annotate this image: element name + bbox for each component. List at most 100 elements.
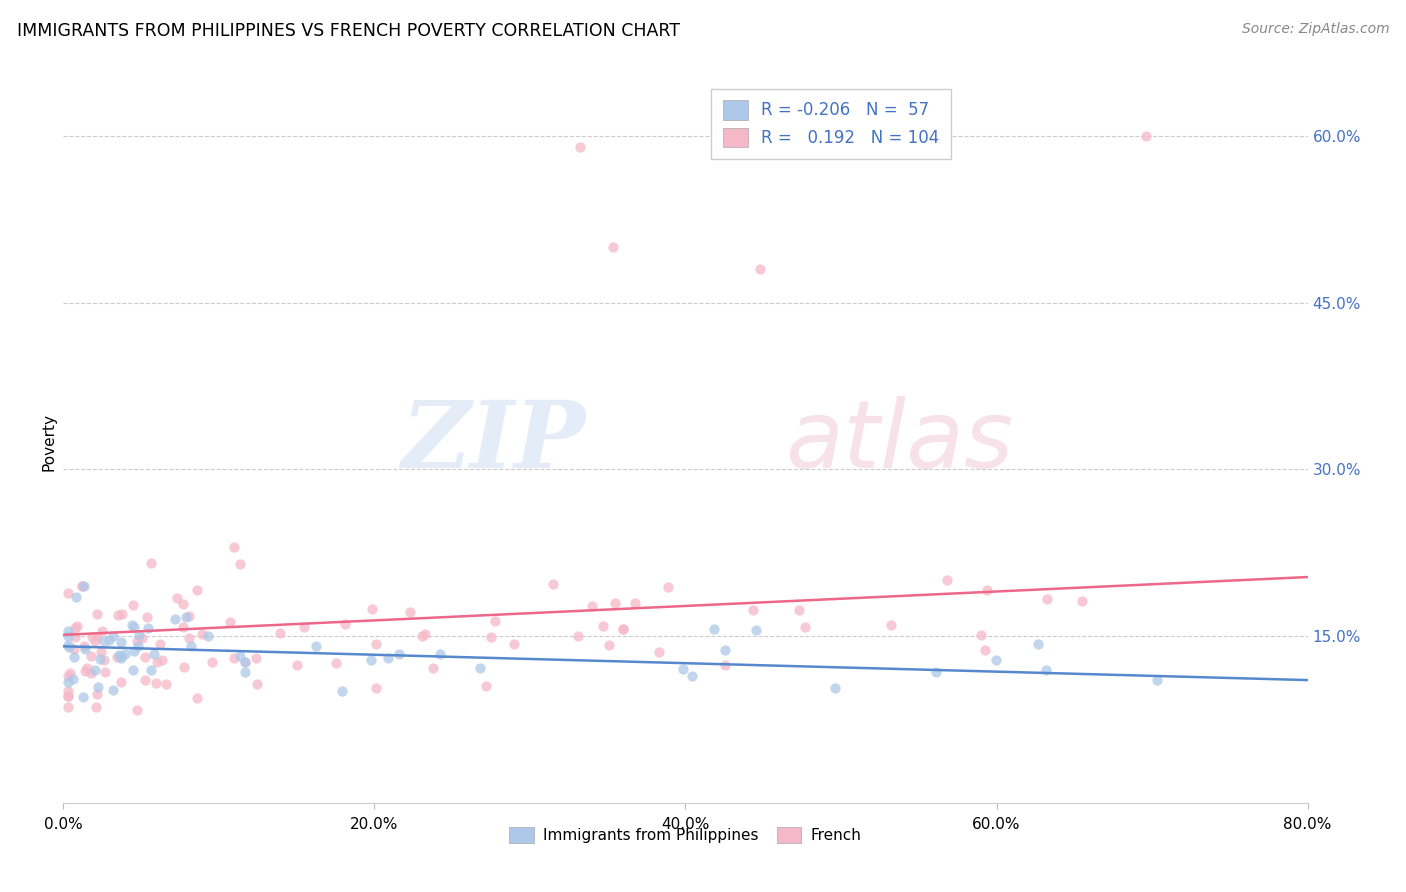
- Point: [76, 661, 98, 675]
- Point: [970, 628, 993, 642]
- Point: [138, 621, 160, 635]
- Point: [503, 637, 526, 651]
- Point: [91, 624, 114, 638]
- Point: [360, 653, 382, 667]
- Point: [681, 669, 703, 683]
- Point: [411, 629, 433, 643]
- Point: [333, 616, 356, 631]
- Point: [935, 573, 957, 587]
- Point: [80, 648, 103, 663]
- Point: [63, 622, 86, 636]
- Point: [89, 652, 111, 666]
- Point: [56, 629, 79, 643]
- Point: [713, 643, 735, 657]
- Point: [145, 675, 167, 690]
- Point: [479, 630, 502, 644]
- Y-axis label: Poverty: Poverty: [41, 412, 56, 471]
- Point: [233, 655, 256, 669]
- Point: [925, 665, 948, 680]
- Point: [745, 623, 768, 637]
- Point: [173, 660, 195, 674]
- Point: [245, 651, 267, 665]
- Point: [824, 681, 846, 695]
- Point: [149, 637, 172, 651]
- Point: [222, 541, 245, 555]
- Point: [86, 686, 108, 700]
- Point: [672, 662, 695, 676]
- Point: [1036, 592, 1059, 607]
- Point: [62, 672, 84, 686]
- Point: [86, 680, 108, 694]
- Point: [121, 598, 143, 612]
- Point: [366, 681, 388, 695]
- Point: [475, 679, 498, 693]
- Point: [59, 665, 82, 680]
- Point: [413, 627, 436, 641]
- Point: [73, 641, 96, 656]
- Point: [541, 577, 564, 591]
- Point: [82, 630, 104, 644]
- Point: [63, 641, 86, 656]
- Point: [879, 618, 901, 632]
- Point: [142, 648, 165, 662]
- Point: [180, 639, 202, 653]
- Legend: Immigrants from Philippines, French: Immigrants from Philippines, French: [503, 821, 868, 849]
- Point: [246, 677, 269, 691]
- Point: [124, 619, 146, 633]
- Point: [128, 627, 150, 641]
- Point: [56, 586, 79, 600]
- Point: [108, 648, 131, 662]
- Point: [114, 648, 136, 662]
- Point: [186, 691, 208, 706]
- Point: [219, 615, 242, 629]
- Point: [794, 620, 817, 634]
- Point: [399, 605, 422, 619]
- Point: [229, 648, 252, 663]
- Point: [201, 655, 224, 669]
- Point: [186, 582, 208, 597]
- Point: [136, 609, 159, 624]
- Point: [470, 661, 492, 675]
- Point: [101, 683, 124, 698]
- Point: [657, 580, 679, 594]
- Point: [325, 656, 347, 670]
- Point: [101, 629, 124, 643]
- Point: [172, 620, 194, 634]
- Point: [86, 630, 108, 644]
- Point: [269, 625, 291, 640]
- Point: [86, 607, 108, 621]
- Point: [179, 609, 201, 624]
- Point: [122, 663, 145, 677]
- Point: [366, 637, 388, 651]
- Point: [110, 651, 132, 665]
- Point: [285, 658, 308, 673]
- Text: IMMIGRANTS FROM PHILIPPINES VS FRENCH POVERTY CORRELATION CHART: IMMIGRANTS FROM PHILIPPINES VS FRENCH PO…: [17, 22, 681, 40]
- Point: [179, 631, 201, 645]
- Point: [172, 598, 194, 612]
- Point: [134, 650, 156, 665]
- Point: [125, 634, 148, 648]
- Point: [110, 648, 132, 663]
- Point: [93, 665, 115, 680]
- Point: [90, 645, 112, 659]
- Point: [83, 663, 105, 677]
- Point: [73, 579, 96, 593]
- Point: [361, 601, 384, 615]
- Point: [229, 557, 252, 571]
- Point: [388, 648, 411, 662]
- Point: [1146, 673, 1168, 688]
- Point: [377, 651, 399, 665]
- Point: [150, 653, 173, 667]
- Point: [84, 633, 107, 648]
- Point: [605, 596, 627, 610]
- Point: [703, 623, 725, 637]
- Point: [79, 665, 101, 680]
- Point: [84, 700, 107, 714]
- Text: atlas: atlas: [785, 396, 1014, 487]
- Point: [66, 619, 89, 633]
- Point: [111, 607, 134, 621]
- Text: ZIP: ZIP: [402, 397, 586, 486]
- Point: [713, 658, 735, 673]
- Point: [121, 618, 143, 632]
- Point: [72, 690, 94, 705]
